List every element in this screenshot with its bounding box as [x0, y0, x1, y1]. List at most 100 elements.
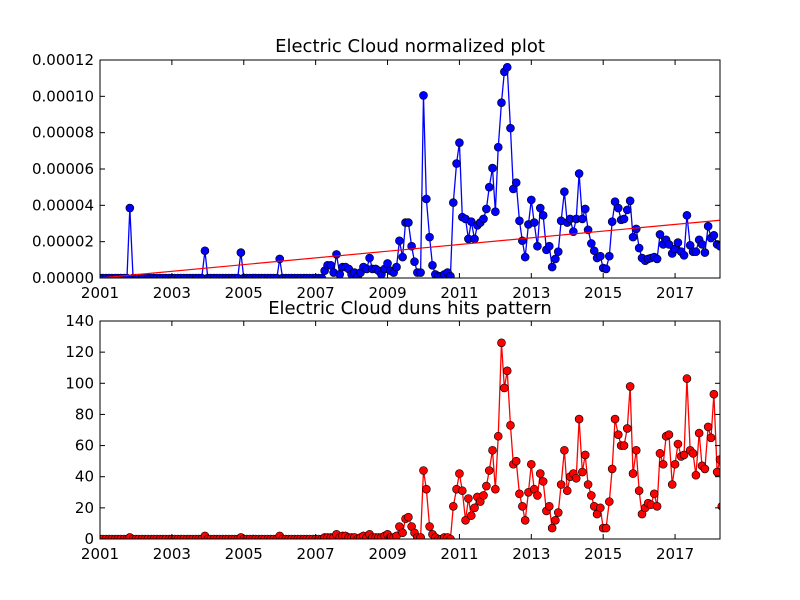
bottom-chart-data-point	[634, 486, 644, 496]
top-chart-data-point	[392, 262, 401, 272]
bottom-chart-data-point	[464, 494, 473, 503]
top-chart-data-point	[589, 246, 599, 256]
bottom-chart-data-point	[515, 489, 524, 499]
top-chart-data-point	[502, 62, 512, 72]
bottom-chart-data-point	[506, 421, 515, 430]
bottom-chart-data-point	[556, 480, 566, 489]
top-chart-data-point	[601, 264, 611, 274]
top-chart-data-point	[673, 238, 683, 247]
top-chart-data-point	[446, 271, 455, 278]
top-chart-trend-line	[100, 219, 720, 278]
bottom-chart-x-tick-label: 2003	[153, 545, 191, 563]
top-chart-data-point	[580, 204, 590, 214]
bottom-chart-data-point	[574, 414, 584, 424]
top-chart-data-point	[428, 260, 437, 270]
bottom-chart-x-tick-label: 2001	[81, 545, 119, 563]
top-chart-x-tick-label: 2005	[225, 284, 263, 302]
top-chart-x-tick-label: 2001	[81, 284, 119, 302]
top-chart-x-tick-label: 2003	[153, 284, 191, 302]
bottom-chart-data-point	[535, 469, 545, 478]
bottom-chart-data-point	[551, 516, 560, 525]
top-chart-data-point	[422, 194, 431, 204]
bottom-chart-data-point	[497, 338, 506, 348]
bottom-chart-data-point	[493, 431, 503, 441]
bottom-chart-data-point	[613, 430, 623, 439]
bottom-chart-y-tick-label: 20	[75, 499, 94, 517]
top-chart-x-tick-label: 2011	[440, 284, 478, 302]
bottom-chart-data-point	[425, 522, 434, 531]
bottom-chart-data-point	[488, 445, 497, 455]
top-chart-data-point	[365, 253, 374, 263]
bottom-chart-x-tick-label: 2005	[225, 545, 263, 563]
bottom-chart-data-point	[587, 491, 596, 500]
top-chart-data-point	[587, 239, 596, 248]
bottom-chart-data-point	[667, 480, 677, 489]
top-chart-data-point	[493, 142, 503, 152]
top-chart-data-point	[691, 247, 701, 256]
bottom-chart-x-tick-label: 2013	[512, 545, 550, 563]
top-chart-data-point	[553, 247, 563, 256]
top-chart-data-point	[604, 251, 614, 261]
bottom-chart-data-point	[679, 450, 689, 460]
top-chart-x-tick-label: 2015	[584, 284, 622, 302]
top-chart-data-point	[497, 98, 506, 107]
bottom-chart-data-point	[658, 459, 668, 469]
bottom-chart-plot-area	[100, 338, 720, 539]
top-chart-y-tick-label: 0.00008	[32, 124, 94, 142]
top-chart-data-point	[326, 260, 336, 270]
bottom-chart-data-point	[562, 486, 572, 496]
top-chart-data-point	[452, 159, 461, 168]
bottom-chart-data-point	[553, 508, 563, 517]
top-chart-y-tick-label: 0.00000	[32, 269, 94, 287]
bottom-chart-y-tick-label: 100	[65, 374, 94, 392]
top-chart-data-point	[425, 232, 434, 242]
top-chart-data-point	[679, 250, 689, 260]
bottom-chart-data-point	[571, 473, 581, 483]
bottom-chart-data-point	[547, 523, 557, 533]
top-chart-data-point	[515, 216, 524, 226]
top-chart-data-point	[631, 224, 641, 234]
top-chart-data-point	[551, 254, 560, 264]
top-chart-x-tick-label: 2009	[368, 284, 406, 302]
top-chart-data-point	[317, 273, 327, 278]
bottom-chart-data-point	[491, 484, 500, 494]
top-chart-data-point	[664, 240, 674, 249]
top-chart-data-point	[398, 252, 407, 262]
bottom-chart-data-point	[461, 516, 470, 525]
top-chart-x-tick-label: 2013	[512, 284, 550, 302]
bottom-chart-data-point	[649, 489, 659, 499]
top-chart-data-point	[455, 138, 464, 147]
bottom-chart-data-point	[470, 503, 479, 513]
bottom-chart-data-point	[619, 441, 629, 450]
top-chart-data-point	[578, 214, 587, 224]
bottom-chart-x-tick-label: 2007	[297, 545, 335, 563]
top-chart-data-point	[526, 195, 536, 205]
bottom-chart-data-point	[484, 466, 494, 475]
bottom-chart-data-point	[502, 366, 512, 376]
bottom-chart-data-point	[520, 516, 530, 525]
top-chart-data-point	[332, 250, 341, 259]
bottom-chart-data-point	[712, 467, 720, 477]
top-chart-data-point	[335, 270, 345, 278]
bottom-chart-data-point	[404, 512, 413, 522]
bottom-chart-data-point	[673, 439, 683, 449]
bottom-chart-data-point	[449, 501, 458, 511]
top-chart-data-point	[538, 211, 548, 220]
top-chart-data-point	[607, 217, 617, 226]
top-chart-data-point	[125, 203, 135, 213]
top-chart-data-point	[482, 204, 491, 214]
bottom-chart-data-point	[578, 467, 587, 477]
top-chart-data-point	[533, 241, 542, 251]
top-chart-data-point	[625, 196, 635, 206]
bottom-chart-y-tick-label: 40	[75, 468, 94, 486]
top-chart-x-tick-label: 2007	[297, 284, 335, 302]
top-chart-data-point	[395, 236, 404, 246]
bottom-chart-data-point	[682, 374, 692, 383]
bottom-chart-data-point	[694, 428, 704, 438]
top-chart-data-point	[619, 214, 629, 224]
bottom-chart-data-point	[596, 503, 605, 513]
bottom-chart-x-tick-label: 2009	[368, 545, 406, 563]
top-chart-data-point	[560, 187, 569, 197]
top-chart-data-point	[715, 241, 720, 251]
